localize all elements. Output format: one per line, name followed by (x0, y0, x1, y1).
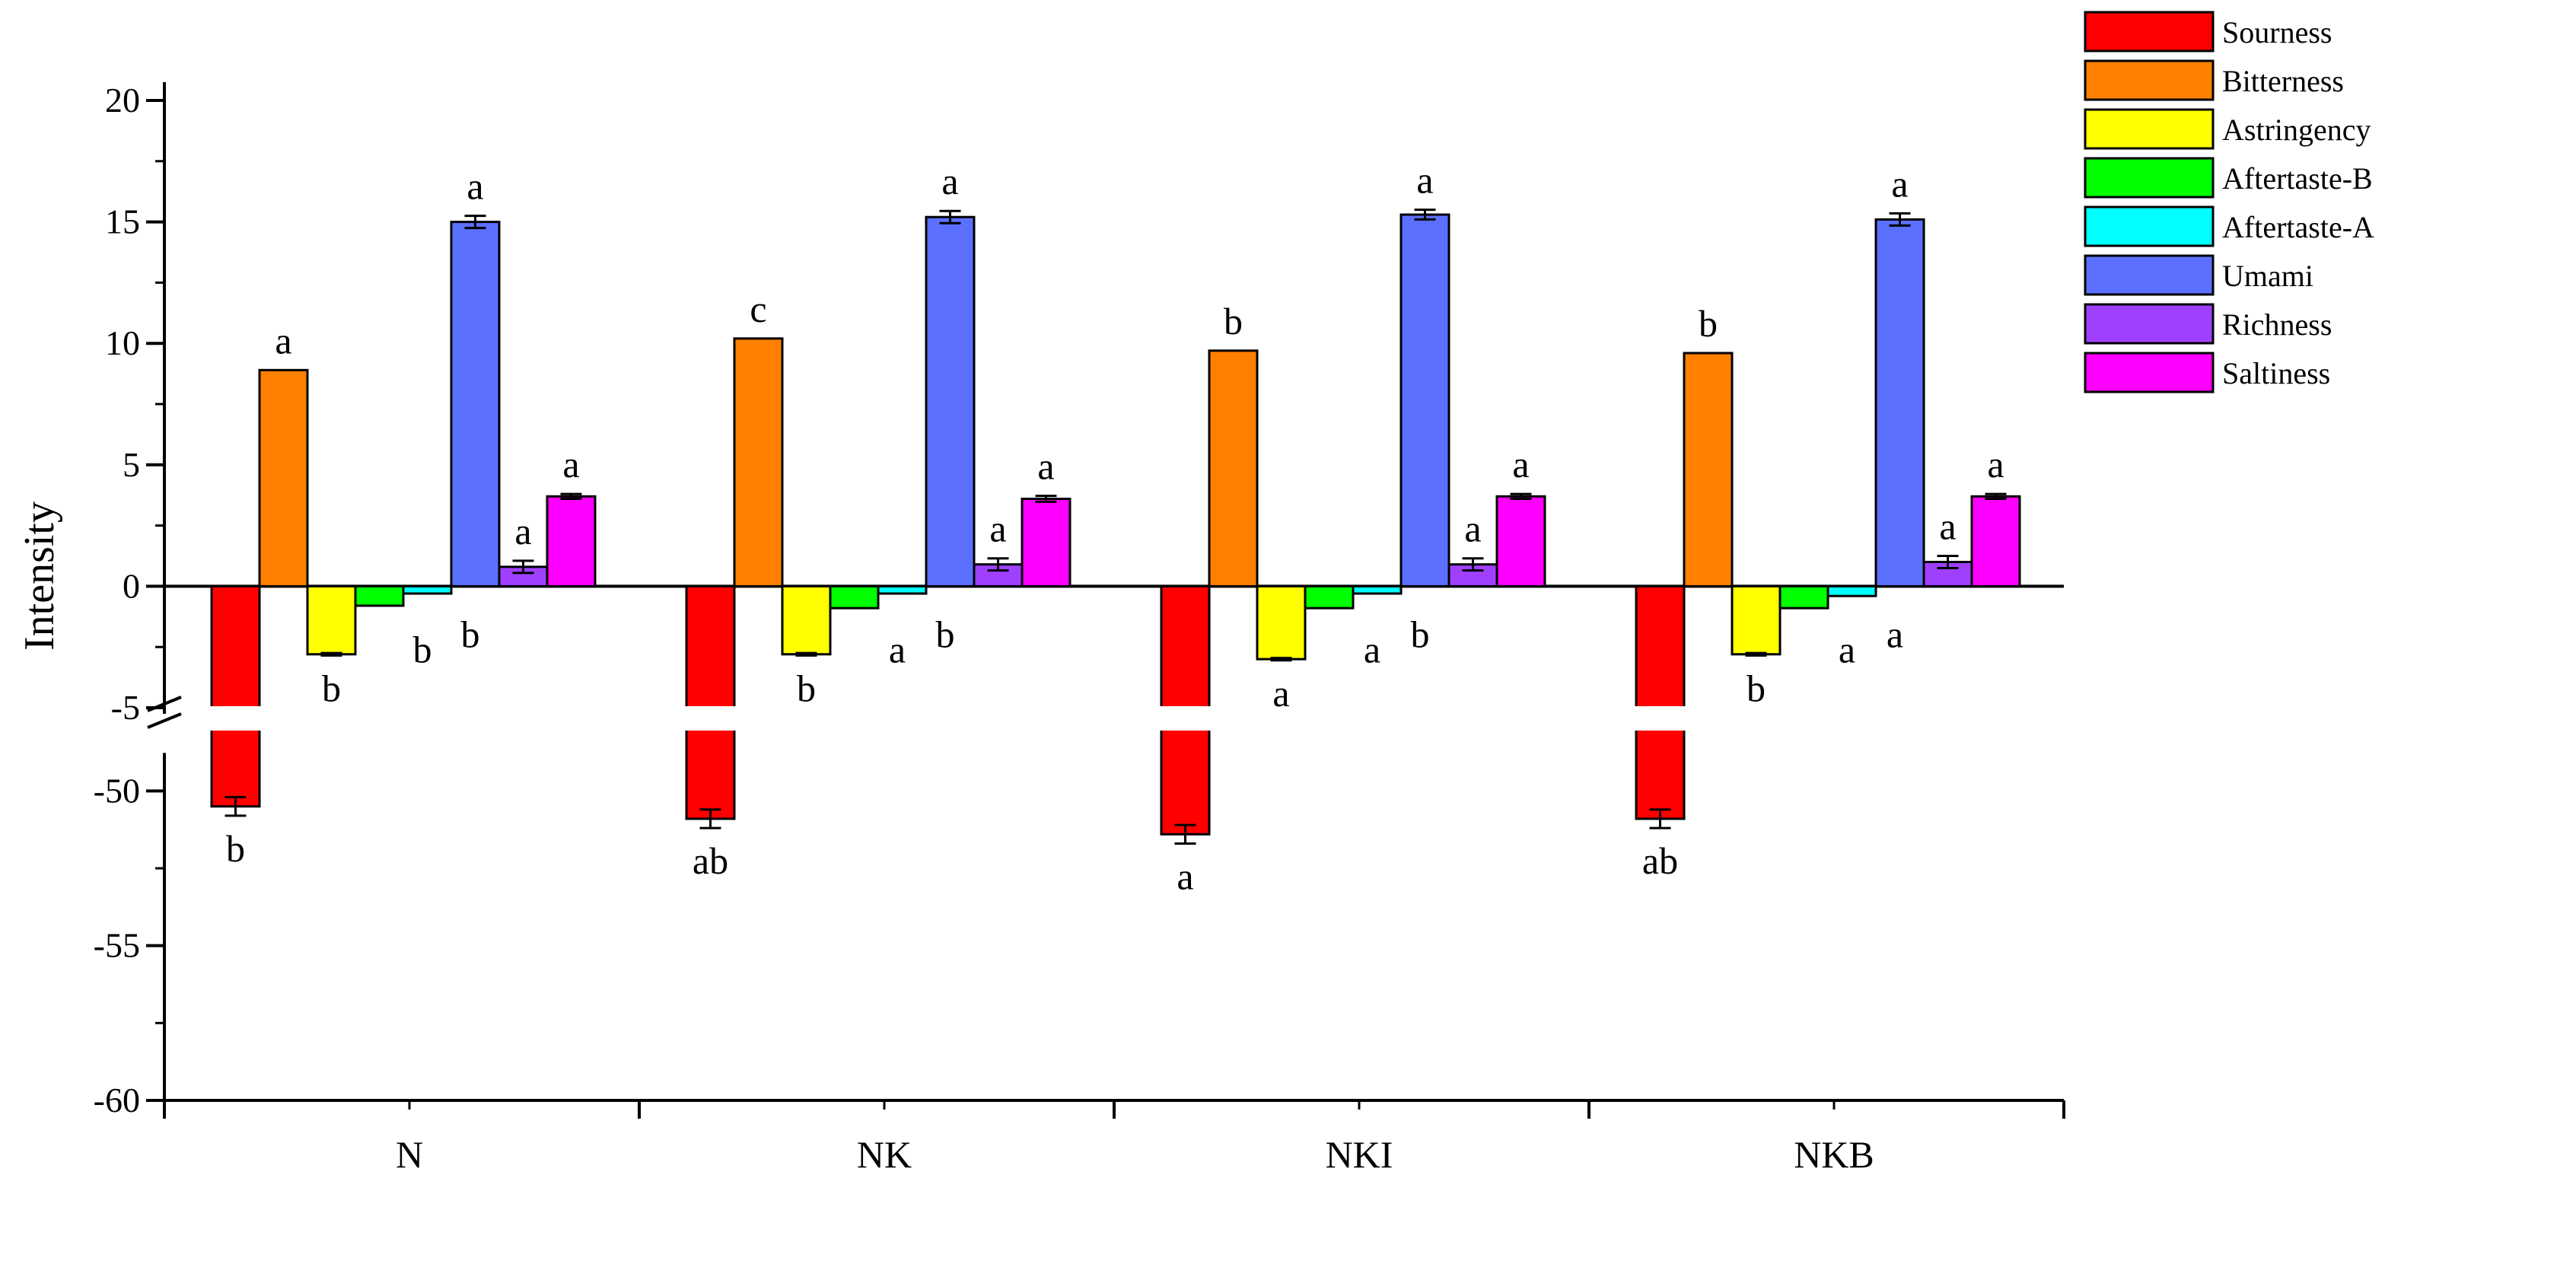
bar-break-gap (1635, 706, 1686, 731)
significance-label: b (1224, 300, 1243, 342)
y-tick-label: -55 (94, 926, 140, 965)
significance-label: a (562, 443, 579, 486)
legend-label: Astringency (2222, 113, 2371, 147)
significance-label: a (1177, 855, 1193, 897)
significance-label: b (797, 667, 816, 709)
legend-label: Saltiness (2222, 356, 2330, 390)
bar (781, 584, 832, 656)
bar (258, 368, 309, 587)
y-tick-label: -5 (111, 688, 140, 727)
significance-label: b (413, 628, 432, 670)
bar (1778, 584, 1829, 610)
significance-label: a (941, 160, 958, 202)
legend-swatch (2084, 59, 2215, 101)
bar (450, 221, 501, 587)
legend-swatch (2084, 11, 2215, 53)
legend-swatch (2084, 205, 2215, 247)
significance-label: a (1891, 162, 1908, 205)
significance-label: b (322, 667, 341, 709)
y-axis-title: Intensity (16, 501, 63, 651)
bar (354, 584, 405, 607)
y-tick-label: 15 (105, 202, 140, 241)
legend-label: Bitterness (2222, 64, 2344, 98)
significance-label: c (750, 288, 766, 330)
bar (1021, 497, 1071, 587)
bar (1352, 584, 1403, 595)
significance-label: a (275, 319, 291, 361)
bar (877, 584, 928, 595)
significance-label: a (466, 165, 483, 208)
bar (925, 215, 976, 587)
x-category-label: NKB (1794, 1133, 1874, 1176)
significance-label: a (1512, 443, 1529, 486)
y-tick-label: -50 (94, 771, 140, 810)
significance-label: b (1699, 302, 1718, 345)
legend-label: Richness (2222, 307, 2332, 342)
y-tick-label: 10 (105, 323, 140, 362)
x-category-label: N (396, 1133, 423, 1176)
bar (733, 337, 784, 587)
y-tick-label: -60 (94, 1081, 140, 1119)
y-tick-label: 20 (105, 81, 140, 119)
legend-swatch (2084, 352, 2215, 393)
legend-swatch (2084, 254, 2215, 296)
bar (1256, 584, 1307, 661)
significance-label: a (514, 510, 531, 552)
significance-label: a (889, 628, 906, 670)
bar (210, 584, 261, 808)
bar (1635, 584, 1686, 820)
significance-label: b (1411, 613, 1430, 655)
significance-label: b (1747, 667, 1766, 709)
legend-label: Aftertaste-B (2222, 161, 2373, 196)
legend-label: Umami (2222, 259, 2313, 293)
legend-label: Aftertaste-A (2222, 210, 2374, 244)
significance-label: a (1464, 508, 1481, 550)
legend: Sourness Bitterness Astringency Aftertaste-… (2084, 11, 2374, 393)
bar (1683, 352, 1734, 587)
significance-label: a (1887, 613, 1903, 655)
significance-label: ab (693, 839, 728, 882)
significance-label: a (1037, 445, 1054, 488)
bar (1495, 495, 1546, 587)
significance-label: a (1839, 628, 1855, 670)
legend-label: Sourness (2222, 15, 2332, 49)
bar (1826, 584, 1877, 597)
x-category-label: NK (857, 1133, 912, 1176)
legend-swatch (2084, 108, 2215, 150)
significance-label: a (1416, 159, 1433, 202)
axis-break-mark (147, 712, 182, 729)
y-tick-label: 5 (123, 445, 140, 484)
bar-break-gap (1160, 706, 1211, 731)
legend-swatch (2084, 157, 2215, 199)
bar (1208, 349, 1259, 587)
significance-label: a (1364, 628, 1380, 670)
bar-break-gap (210, 706, 261, 731)
significance-label: a (1272, 672, 1289, 715)
x-category-label: NKI (1326, 1133, 1393, 1176)
bar (1304, 584, 1355, 610)
bar (829, 584, 880, 610)
significance-label: a (1987, 443, 2004, 486)
bar (402, 584, 453, 595)
significance-label: b (226, 827, 245, 870)
bar (685, 584, 736, 820)
significance-label: ab (1642, 839, 1678, 882)
significance-label: b (936, 613, 955, 655)
y-tick-label: 0 (123, 566, 140, 605)
bar (546, 495, 597, 587)
legend-swatch (2084, 303, 2215, 345)
significance-label: b (461, 613, 480, 655)
bar (1399, 213, 1450, 587)
bar (306, 584, 357, 656)
bar-break-gap (685, 706, 736, 731)
bar (1731, 584, 1782, 656)
bar (1970, 495, 2021, 587)
bar (1874, 218, 1925, 587)
significance-label: a (1939, 505, 1956, 548)
significance-label: a (989, 508, 1006, 550)
